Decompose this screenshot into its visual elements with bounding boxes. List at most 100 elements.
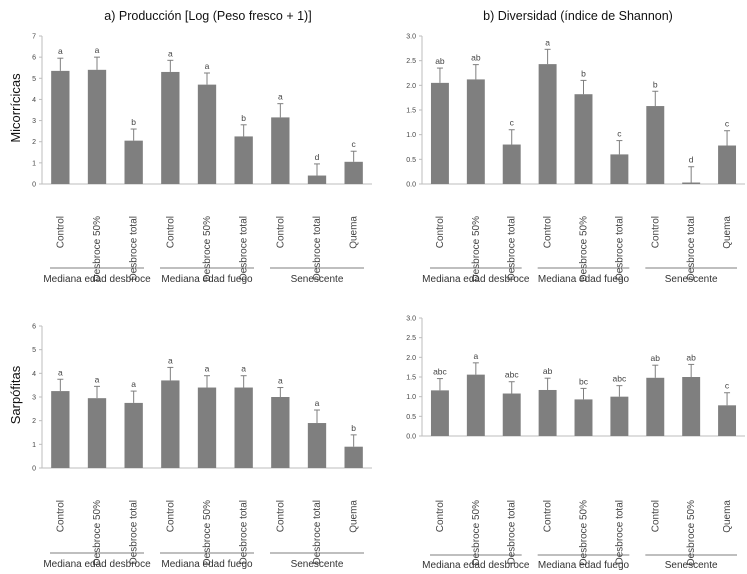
bar [646, 106, 665, 184]
category-label: Desbroce total [312, 500, 323, 564]
category-label: Desbroce 50% [202, 216, 213, 282]
bar [197, 387, 217, 468]
significance-letter: ab [471, 53, 481, 63]
panel-title-a: a) Producción [Log (Peso fresco + 1)] [104, 9, 311, 23]
category-label: Desbroce 50% [579, 216, 590, 282]
category-label: Desbroce total [614, 216, 625, 280]
significance-letter: abc [433, 367, 447, 377]
bar [234, 136, 253, 184]
y-tick-label: 0 [32, 466, 36, 473]
significance-letter: a [168, 355, 173, 365]
y-tick-label: 1.0 [406, 394, 416, 401]
category-label: Control [275, 500, 286, 532]
category-label: Quema [349, 216, 360, 249]
significance-letter: a [278, 376, 283, 386]
bar [124, 402, 143, 468]
significance-letter: c [725, 381, 730, 391]
category-label: Control [435, 216, 446, 248]
significance-letter: b [581, 68, 586, 78]
y-tick-label: 6 [32, 55, 36, 62]
bar [646, 377, 665, 436]
significance-letter: d [315, 152, 320, 162]
y-tick-label: 0.0 [406, 182, 416, 189]
y-tick-label: 1.5 [406, 108, 416, 115]
bar [682, 182, 701, 184]
bar [197, 84, 217, 184]
significance-letter: abc [505, 370, 519, 380]
bar [466, 374, 485, 436]
category-label: Quema [722, 216, 733, 249]
significance-letter: a [58, 46, 63, 56]
category-label: Desbroce total [614, 500, 625, 564]
significance-letter: bc [579, 376, 589, 386]
significance-letter: c [725, 119, 730, 129]
category-label: Control [543, 500, 554, 532]
y-tick-label: 3 [32, 395, 36, 402]
significance-letter: a [241, 364, 246, 374]
category-label: Desbroce 50% [471, 216, 482, 282]
significance-letter: a [58, 367, 63, 377]
category-label: Desbroce total [686, 216, 697, 280]
significance-letter: b [653, 79, 658, 89]
category-label: Desbroce total [129, 216, 140, 280]
group-label: Mediana edad desbroce [43, 559, 151, 570]
bar [538, 389, 557, 436]
category-label: Quema [722, 500, 733, 533]
group-label: Senescente [665, 274, 718, 285]
y-tick-label: 0.0 [406, 434, 416, 441]
significance-letter: d [689, 155, 694, 165]
bar [718, 405, 737, 436]
category-label: Desbroce 50% [92, 216, 103, 282]
chart-panel-1: 0.00.51.01.52.02.53.0abControlabDesbroce… [406, 34, 745, 285]
panel-title-b: b) Diversidad (índice de Shannon) [483, 9, 673, 23]
category-label: Desbroce total [239, 216, 250, 280]
category-label: Desbroce total [239, 500, 250, 564]
y-tick-label: 0.5 [406, 414, 416, 421]
bar [87, 398, 107, 468]
bar [574, 399, 593, 436]
bar [610, 154, 629, 184]
bar [682, 377, 701, 436]
significance-letter: c [617, 129, 622, 139]
significance-letter: a [205, 364, 210, 374]
group-label: Mediana edad fuego [161, 274, 253, 285]
significance-letter: a [168, 48, 173, 58]
bar [161, 380, 180, 468]
significance-letter: a [95, 374, 100, 384]
bar [718, 145, 737, 184]
y-tick-label: 6 [32, 324, 36, 331]
charts: 0 1 2 3 4 5 6 7 a Control a Desbroce 50% b Desbroce t… [32, 34, 745, 571]
category-label: Quema [349, 500, 360, 533]
bar [87, 69, 107, 184]
y-tick-label: 2.5 [406, 58, 416, 65]
bar [344, 446, 363, 468]
group-label: Senescente [291, 274, 344, 285]
significance-letter: a [278, 92, 283, 102]
bar [466, 79, 485, 184]
y-tick-label: 7 [32, 34, 36, 41]
group-label: Mediana edad desbroce [422, 560, 530, 571]
group-label: Senescente [665, 560, 718, 571]
bar [271, 117, 290, 184]
category-label: Control [650, 216, 661, 248]
y-tick-label: 1 [32, 442, 36, 449]
category-label: Control [55, 216, 66, 248]
bar [610, 396, 629, 436]
significance-letter: c [352, 139, 357, 149]
y-tick-label: 2 [32, 418, 36, 425]
bar [430, 390, 449, 436]
y-tick-label: 1 [32, 160, 36, 167]
category-label: Desbroce total [507, 216, 518, 280]
group-label: Mediana edad fuego [538, 560, 630, 571]
y-tick-label: 2.0 [406, 355, 416, 362]
bar [430, 82, 449, 184]
group-label: Mediana edad desbroce [422, 274, 530, 285]
significance-letter: a [315, 398, 320, 408]
bar [538, 64, 557, 184]
row-label-sarpofitas: Sarpófitas [8, 365, 23, 424]
y-tick-label: 0.5 [406, 157, 416, 164]
category-label: Control [435, 500, 446, 532]
bar [344, 161, 363, 184]
y-tick-label: 0 [32, 182, 36, 189]
category-label: Desbroce total [129, 500, 140, 564]
